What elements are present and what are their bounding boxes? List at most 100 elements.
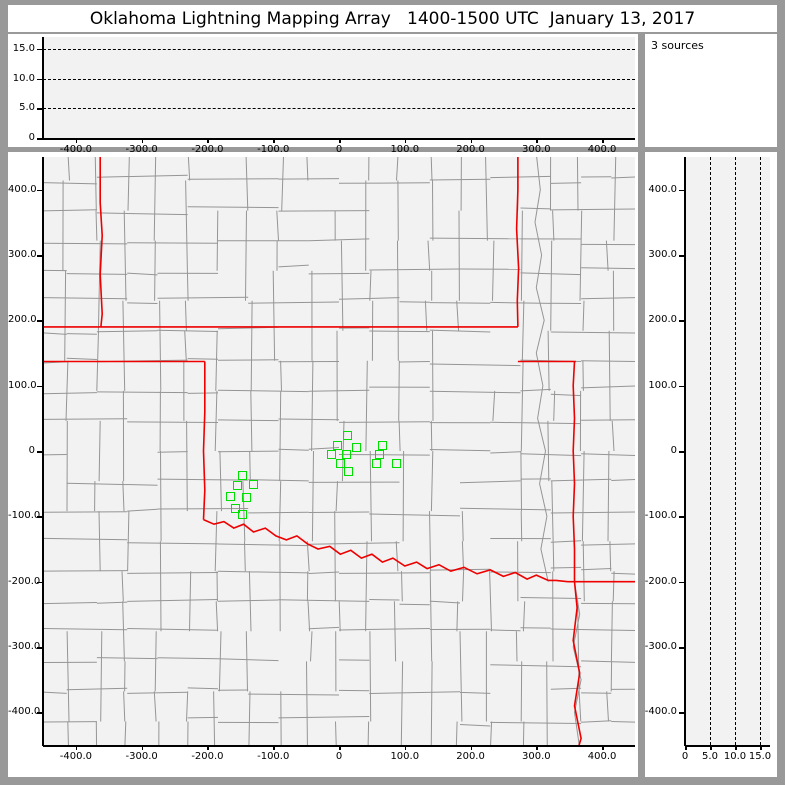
state-border-ok-tx-red-river [203,518,549,582]
county-border [311,360,314,452]
county-border [520,453,582,457]
plan-view-map-panel[interactable]: -400.0 -300.0 -200.0 -100.0 0 100.0 200.0 300.0… [8,152,638,777]
state-border-co-ks [99,157,104,327]
county-border [492,240,495,301]
county-border [456,601,459,632]
county-border [308,542,400,545]
right-x-axis-line [685,745,770,747]
county-border [335,481,338,512]
county-border [553,390,556,421]
county-border [308,626,340,630]
right-y-tick [679,516,685,518]
map-y-tick [37,385,43,388]
county-border [248,511,309,514]
top-x-ticklabel: 300.0 [522,144,551,155]
county-border [369,270,372,301]
county-border [490,301,551,304]
county-border [311,450,314,542]
county-border [398,420,401,452]
county-border [520,207,551,210]
county-border [94,157,97,211]
county-border [189,571,192,632]
county-border [127,542,219,545]
county-border [64,270,67,361]
state-border-ok-tx-panhandle [202,361,206,520]
county-border [459,724,491,727]
state-border-ok-ar [572,361,576,582]
county-border [430,450,434,512]
county-border [338,421,430,423]
county-border [248,479,309,482]
county-border [399,361,430,363]
county-border [279,390,282,482]
map-y-tick [37,451,43,453]
county-border [65,360,69,421]
county-border [582,300,585,331]
map-x-ticklabel: 0 [335,751,343,762]
county-border [400,661,404,745]
right-altitude-panel[interactable]: -400.0 -300.0 -200.0 -100.0 0 100.0 200.0 300.0… [645,152,777,777]
county-border [43,418,128,420]
top-y-tick [37,78,43,81]
source-count-label: 3 sources [651,39,704,52]
county-border [66,482,158,486]
map-y-tick [37,516,43,518]
county-border [308,238,370,242]
county-border [242,481,246,542]
county-border [127,302,158,304]
lightning-source-marker [248,480,258,490]
map-x-ticklabel: -300.0 [125,751,158,762]
county-border [581,453,635,456]
county-border [430,420,433,452]
top-x-tick [141,138,144,143]
right-y-tick [679,451,685,453]
top-y-ticklabel: 5.0 [19,102,35,114]
right-y-ticklabel: -300.0 [644,641,677,652]
county-border [43,242,128,245]
county-border [581,543,635,546]
top-x-ticklabel: 200.0 [456,144,485,155]
county-border [550,540,582,543]
county-border [250,300,253,391]
right-y-tick [679,581,685,584]
county-border [278,210,370,212]
map-x-ticklabel: -400.0 [59,751,92,762]
county-border [157,296,249,299]
county-border [429,390,521,394]
county-border [520,388,551,392]
county-border [550,566,582,569]
map-geography [43,157,635,745]
top-plot-area[interactable] [43,37,635,138]
top-y-ticklabel: 0 [28,132,35,143]
lightning-source-marker [241,492,251,502]
county-border [216,210,219,271]
county-border [459,631,463,722]
county-border [393,601,397,662]
county-border [245,631,248,692]
county-border [100,631,103,722]
state-border-ok-ar-south [548,579,575,583]
top-x-tick [404,138,407,143]
lightning-source-marker [332,441,342,451]
right-x-ticklabel: 10.0 [723,751,747,762]
right-x-ticklabel: 15.0 [748,751,772,762]
map-plot-area[interactable] [43,157,635,745]
county-border [429,568,491,571]
county-border [490,175,551,179]
county-border [97,240,101,331]
county-border [127,242,219,244]
map-x-tick [75,745,78,750]
county-border [248,693,340,696]
county-border [547,420,550,482]
county-border [187,157,191,181]
right-y-ticklabel: 400.0 [648,183,677,195]
right-plot-area[interactable] [685,157,770,745]
right-x-tick [735,745,737,750]
county-border [278,448,309,451]
county-border [43,297,128,300]
county-border [429,329,491,333]
county-border [217,419,279,422]
map-y-tick [37,189,43,192]
top-altitude-panel[interactable]: 0 5.0 10.0 15.0 -400.0 -300.0 -200.0 -100.0 0 100… [8,34,638,155]
top-x-ticklabel: 400.0 [587,144,617,155]
